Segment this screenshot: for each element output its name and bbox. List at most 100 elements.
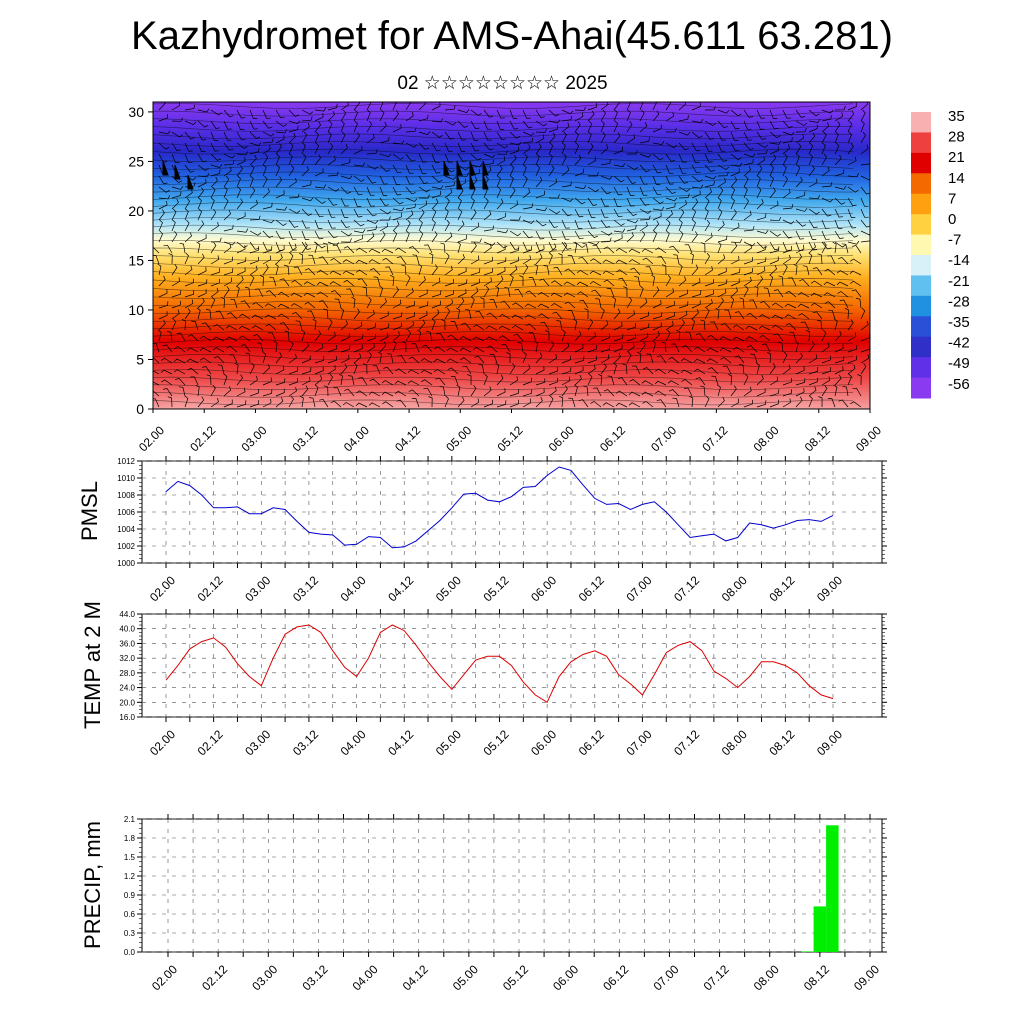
cs-xtick-label: 03.12 — [290, 423, 321, 454]
wind-barb — [259, 274, 264, 287]
wind-barb — [540, 321, 550, 331]
wind-barb — [730, 162, 743, 167]
wind-barb — [379, 153, 392, 158]
wind-barb — [249, 154, 257, 166]
wind-barb — [288, 252, 294, 265]
wind-barb — [210, 287, 219, 298]
wind-barb — [795, 207, 808, 212]
wind-barb — [314, 208, 324, 218]
wind-barb — [665, 311, 675, 320]
colorbar-swatch — [911, 377, 931, 399]
wind-barb — [496, 275, 504, 287]
wind-barb — [288, 208, 301, 214]
wind-barb — [665, 142, 678, 149]
wind-barb — [665, 210, 674, 221]
wind-barb — [509, 256, 519, 265]
wind-barb — [509, 389, 520, 397]
wind-barb — [340, 109, 347, 122]
wind-barb — [782, 241, 791, 251]
wind-barb — [366, 232, 375, 243]
wind-barb — [756, 186, 762, 199]
wind-barb — [782, 144, 791, 155]
wind-barb — [355, 269, 368, 276]
wind-barb — [613, 175, 625, 183]
wind-barb — [210, 164, 223, 169]
wind-barb — [314, 384, 319, 397]
wind-barb — [392, 340, 397, 353]
colorbar-swatch — [911, 255, 931, 276]
wind-barb — [275, 245, 285, 254]
wind-barb — [561, 329, 566, 342]
wind-barb — [567, 255, 576, 265]
wind-barb — [743, 386, 752, 397]
wind-barb — [535, 176, 543, 188]
wind-barb — [691, 318, 696, 331]
wind-barb — [353, 229, 366, 234]
wind-pennant — [469, 160, 476, 176]
wind-barb — [600, 131, 606, 144]
wind-barb — [591, 289, 602, 298]
wind-barb — [210, 384, 216, 397]
wind-barb — [262, 120, 273, 129]
wind-barb — [730, 109, 742, 117]
wind-barb — [456, 307, 460, 320]
wind-barb — [210, 255, 220, 265]
wind-barb — [841, 243, 849, 254]
wind-barb — [821, 122, 830, 133]
wind-barb — [431, 231, 438, 243]
wind-barb — [509, 146, 519, 155]
xtick-label: 08.00 — [719, 573, 750, 604]
wind-barb — [288, 219, 299, 228]
wind-barb — [392, 322, 402, 331]
wind-barb — [784, 303, 797, 309]
xtick-label: 03.00 — [242, 727, 273, 758]
wind-barb — [171, 102, 181, 111]
wind-barb — [457, 164, 470, 171]
isoline — [153, 262, 854, 269]
wind-barb — [769, 131, 781, 139]
wind-barb — [381, 380, 394, 386]
wind-barb — [739, 363, 745, 375]
wind-barb — [327, 103, 338, 111]
cs-xtick-label: 02.12 — [187, 423, 218, 454]
wind-barb — [860, 320, 869, 331]
wind-barb — [275, 129, 288, 134]
wind-barb — [366, 102, 372, 111]
wind-barb — [535, 143, 542, 155]
wind-barb — [700, 242, 706, 254]
wind-barb — [215, 310, 225, 320]
wind-barb — [197, 220, 205, 232]
wind-barb — [418, 200, 428, 210]
cs-ytick-label: 15 — [128, 252, 144, 268]
wind-barb — [439, 385, 446, 397]
isoline — [153, 270, 854, 276]
wind-barb — [847, 219, 857, 229]
ytick-label: 1000 — [117, 559, 135, 568]
wind-barb — [574, 356, 585, 364]
wind-barb — [184, 142, 193, 152]
cs-xtick-label: 06.00 — [546, 423, 577, 454]
wind-barb — [626, 351, 632, 364]
wind-barb — [563, 292, 576, 298]
ytick-label: 32.0 — [119, 654, 135, 663]
wind-barb — [295, 320, 303, 331]
wind-barb — [288, 340, 294, 353]
wind-barb — [821, 241, 827, 254]
wind-barb — [613, 197, 622, 207]
wind-barb — [821, 342, 830, 353]
ytick-label: 1010 — [117, 474, 135, 483]
wind-barb — [316, 281, 329, 287]
wind-barb — [313, 241, 318, 254]
wind-barb — [704, 120, 717, 127]
xtick-label: 02.00 — [147, 727, 178, 758]
wind-barb — [681, 345, 693, 353]
wind-barb — [769, 200, 779, 210]
wind-barb — [171, 198, 179, 210]
wind-barb — [434, 346, 446, 353]
wind-barb — [509, 399, 519, 408]
wind-barb — [456, 384, 461, 397]
wind-barb — [602, 270, 615, 276]
wind-barb — [214, 355, 225, 364]
precip-bar — [813, 906, 827, 952]
wind-barb — [652, 197, 664, 205]
